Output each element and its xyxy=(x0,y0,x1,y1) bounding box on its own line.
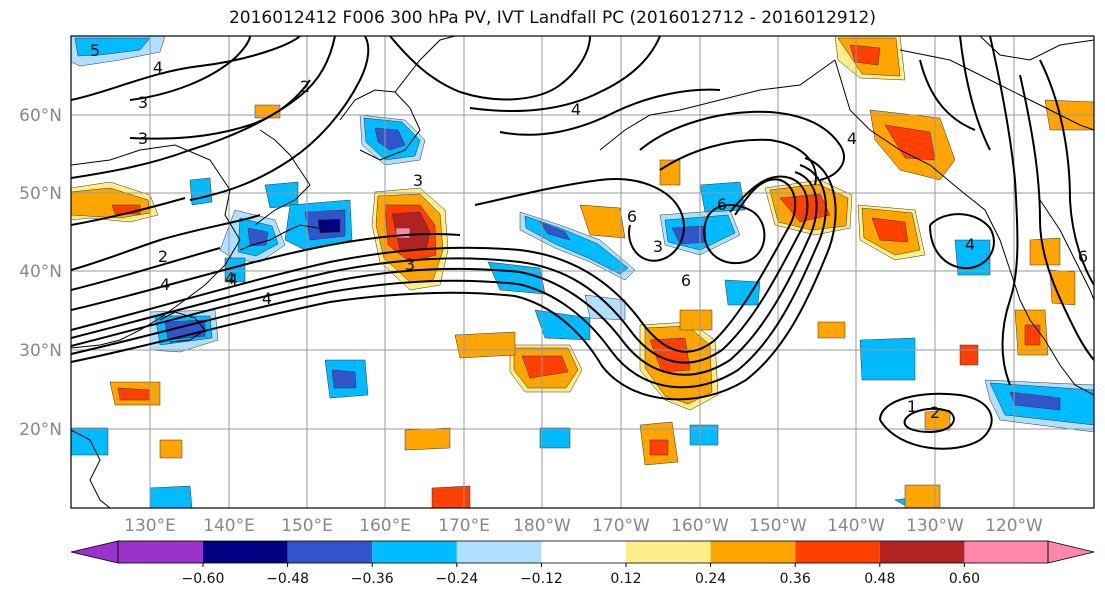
latitude-label: 20°N xyxy=(19,420,62,440)
contour-label: 3 xyxy=(405,255,415,274)
colorbar-tick-label: 0.60 xyxy=(949,571,980,587)
longitude-label: 150°E xyxy=(281,516,333,536)
longitude-label: 150°W xyxy=(749,516,807,536)
latitude-label: 50°N xyxy=(19,184,62,204)
colorbar-segment xyxy=(541,541,626,563)
longitude-label: 140°W xyxy=(827,516,885,536)
colorbar-tick-label: −0.60 xyxy=(182,571,225,587)
latitude-label: 40°N xyxy=(19,262,62,282)
colorbar-segment xyxy=(287,541,373,563)
negative-anomaly-patch xyxy=(71,239,1094,508)
longitude-label: 120°W xyxy=(985,516,1043,536)
contour-label: 1 xyxy=(907,397,917,416)
colorbar-segment xyxy=(795,541,880,563)
contour-label: 6 xyxy=(627,207,637,226)
contour-label: 5 xyxy=(90,41,100,60)
contour-label: 6 xyxy=(1078,247,1088,266)
pv-shading-layer xyxy=(71,36,1094,508)
latitude-label: 30°N xyxy=(19,341,62,361)
contour-label: 4 xyxy=(153,58,163,77)
contour-label: 4 xyxy=(160,275,170,294)
colorbar-tick-label: −0.48 xyxy=(266,571,309,587)
colorbar-extend-low xyxy=(70,540,119,564)
colorbar-segment xyxy=(118,541,203,563)
colorbar-tick-label: −0.24 xyxy=(435,571,478,587)
colorbar-segment xyxy=(626,541,711,563)
colorbar-tick-label: 0.24 xyxy=(695,571,726,587)
pv-contours xyxy=(71,36,1094,450)
contour-label: 2 xyxy=(930,403,940,422)
contour-label: 6 xyxy=(717,195,727,214)
graticule xyxy=(71,36,1094,508)
longitude-label: 170°E xyxy=(438,516,490,536)
colorbar-segment xyxy=(710,541,796,563)
positive-anomaly-patch xyxy=(404,331,583,508)
longitude-label: 130°W xyxy=(906,516,964,536)
longitude-label: 180°W xyxy=(513,516,571,536)
longitude-label: 140°E xyxy=(203,516,255,536)
negative-anomaly-patch xyxy=(487,211,636,341)
contour-label: 4 xyxy=(228,270,238,289)
colorbar: −0.60 −0.48 −0.36 −0.24 −0.12 0.12 0.24 0.36 0.4… xyxy=(70,540,1095,587)
longitude-label: 130°E xyxy=(124,516,176,536)
colorbar-segment xyxy=(879,541,965,563)
latitude-label: 60°N xyxy=(19,106,62,126)
colorbar-tick-label: −0.12 xyxy=(520,571,563,587)
latitude-labels: 60°N 50°N 40°N 30°N 20°N xyxy=(19,106,62,440)
contour-label: 3 xyxy=(138,93,148,112)
contour-label: 4 xyxy=(847,129,857,148)
contour-label: 2 xyxy=(300,77,310,96)
negative-anomaly-patch xyxy=(359,114,426,166)
colorbar-tick-label: 0.36 xyxy=(780,571,811,587)
longitude-labels: 130°E 140°E 150°E 160°E 170°E 180°W 170°W 160°W… xyxy=(124,516,1043,536)
longitude-label: 160°E xyxy=(359,516,411,536)
colorbar-segment xyxy=(964,541,1048,563)
contour-label: 3 xyxy=(138,129,148,148)
colorbar-extend-high xyxy=(1047,540,1095,564)
coastlines xyxy=(71,36,1094,508)
colorbar-border xyxy=(117,540,1049,564)
colorbar-tick-label: 0.48 xyxy=(864,571,895,587)
positive-anomaly-patch xyxy=(764,179,853,236)
negative-anomaly-patch xyxy=(71,36,166,67)
contour-label: 4 xyxy=(225,269,235,288)
longitude-label: 170°W xyxy=(592,516,650,536)
contour-label: 4 xyxy=(965,235,975,254)
contour-label: 4 xyxy=(571,100,581,119)
colorbar-tick-label: −0.36 xyxy=(351,571,394,587)
colorbar-segment xyxy=(456,541,542,563)
longitude-label: 160°W xyxy=(671,516,729,536)
map-title: 2016012412 F006 300 hPa PV, IVT Landfall… xyxy=(228,8,876,28)
colorbar-segment xyxy=(372,541,457,563)
colorbar-segment xyxy=(203,541,288,563)
colorbar-tick-label: 0.12 xyxy=(610,571,641,587)
positive-anomaly-patch xyxy=(109,36,1094,508)
contour-label: 3 xyxy=(653,237,663,256)
map-frame-border xyxy=(70,35,1095,509)
contour-label: 4 xyxy=(262,289,272,308)
contour-label: 2 xyxy=(158,247,168,266)
contour-label: 3 xyxy=(413,171,423,190)
contour-label: 6 xyxy=(681,271,691,290)
